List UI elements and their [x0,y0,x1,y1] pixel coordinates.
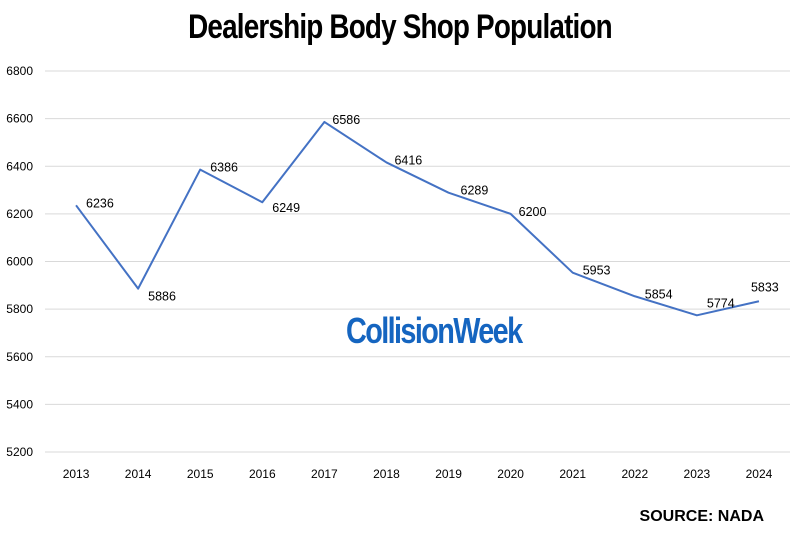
data-label: 6289 [461,184,489,198]
x-tick-label: 2016 [249,467,276,481]
data-label: 5953 [583,264,611,278]
y-tick-label: 5200 [6,445,33,459]
y-tick-label: 5800 [6,302,33,316]
x-tick-label: 2018 [373,467,400,481]
x-tick-label: 2024 [746,467,773,481]
data-label: 5854 [645,287,673,301]
data-label: 6249 [272,201,300,215]
y-tick-label: 5400 [6,397,33,411]
collisionweek-watermark: CollisionWeek [346,310,523,351]
y-tick-label: 5600 [6,350,33,364]
y-tick-label: 6600 [6,112,33,126]
x-tick-label: 2013 [63,467,90,481]
data-label: 5833 [751,280,779,294]
gridlines [45,70,790,453]
chart-title: Dealership Body Shop Population [188,8,613,46]
data-label: 6200 [519,205,547,219]
data-labels: 6236 5886 6386 6249 6586 6416 6289 6200 5953 5854… [86,113,779,310]
data-label: 6586 [332,113,360,127]
data-label: 6236 [86,196,114,210]
x-tick-label: 2021 [559,467,586,481]
source-note: SOURCE: NADA [639,508,764,525]
data-label: 5886 [148,290,176,304]
x-tick-label: 2017 [311,467,338,481]
x-tick-label: 2019 [435,467,462,481]
x-tick-label: 2023 [684,467,711,481]
y-tick-label: 6000 [6,255,33,269]
data-label: 6416 [394,153,422,167]
x-tick-label: 2022 [621,467,648,481]
data-label: 5774 [707,296,735,310]
data-label: 6386 [210,161,238,175]
y-tick-label: 6200 [6,207,33,221]
series-line-path [75,120,760,317]
x-tick-label: 2020 [497,467,524,481]
x-tick-label: 2015 [187,467,214,481]
x-tick-label: 2014 [125,467,152,481]
series-line [75,120,760,317]
x-axis-tick-labels: 2013 2014 2015 2016 2017 2018 2019 2020 2021 2022… [63,467,773,481]
y-tick-label: 6400 [6,159,33,173]
y-tick-label: 6800 [6,64,33,78]
y-axis-tick-labels: 5200 5400 5600 5800 6000 6200 6400 6600 6800 [6,64,33,459]
